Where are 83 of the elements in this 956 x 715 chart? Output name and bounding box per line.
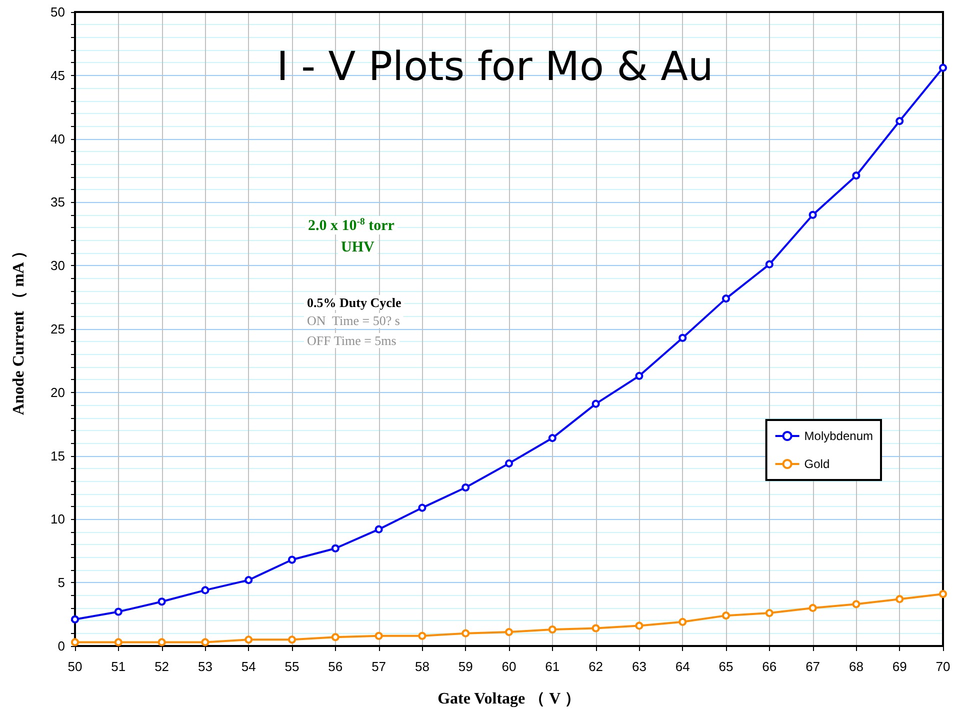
x-tick-label: 54 <box>241 659 256 674</box>
y-tick-label: 15 <box>50 448 65 464</box>
point <box>331 544 340 552</box>
point <box>244 576 253 584</box>
annotation: 0.5% Duty Cycle <box>307 295 402 310</box>
annotation: OFF Time = 5ms <box>307 333 396 348</box>
x-tick-label: 69 <box>892 659 907 674</box>
y-tick-label: 25 <box>50 322 65 336</box>
x-tick-label: 58 <box>414 659 430 674</box>
point <box>114 608 122 616</box>
point <box>852 600 860 608</box>
point <box>71 615 79 624</box>
point <box>808 604 817 612</box>
x-tick-label: 65 <box>718 659 734 674</box>
x-tick-label: 61 <box>545 659 560 674</box>
point <box>71 638 79 646</box>
point <box>201 586 210 594</box>
point <box>158 598 166 606</box>
point <box>374 525 383 534</box>
x-tick-label: 62 <box>588 659 604 674</box>
point <box>505 459 513 468</box>
legend-label: Gold <box>804 457 830 471</box>
y-tick-label: 0 <box>58 638 65 654</box>
x-tick-label: 66 <box>762 659 777 674</box>
x-tick-label: 59 <box>458 659 473 674</box>
point <box>678 618 687 626</box>
x-tick-label: 67 <box>806 659 820 674</box>
y-axis-title: Anode Current （ mA ） <box>10 242 28 416</box>
x-tick-label: 63 <box>632 659 646 674</box>
point <box>592 400 600 408</box>
point <box>722 612 730 620</box>
point <box>939 590 947 598</box>
y-tick-label: 5 <box>58 575 65 590</box>
point <box>635 372 644 380</box>
y-tick-label: 35 <box>50 194 65 210</box>
point <box>418 504 426 512</box>
point <box>635 622 644 630</box>
point <box>505 628 513 636</box>
y-tick-label: 10 <box>50 512 65 527</box>
x-tick-label: 57 <box>372 659 386 674</box>
text: I - V Plots for Mo & Au <box>276 44 714 90</box>
point <box>244 636 253 644</box>
point <box>288 556 296 564</box>
x-tick-label: 64 <box>675 659 690 674</box>
x-tick-label: 70 <box>936 659 950 674</box>
x-tick-label: 68 <box>848 659 864 674</box>
x-tick-label: 50 <box>68 659 82 674</box>
point <box>158 638 166 646</box>
legend-label: Molybdenum <box>804 429 874 443</box>
point <box>592 624 600 632</box>
x-tick-label: 55 <box>284 659 300 674</box>
x-tick-label: 56 <box>328 659 343 674</box>
point <box>896 595 904 604</box>
point <box>896 117 904 126</box>
point <box>418 632 426 640</box>
point <box>114 638 122 646</box>
point <box>808 210 817 219</box>
annotation: ON Time = 50? s <box>307 313 400 328</box>
point <box>765 260 774 268</box>
point <box>722 294 730 303</box>
x-tick-label: 52 <box>154 659 170 674</box>
point <box>548 626 556 634</box>
point <box>331 633 340 642</box>
point <box>548 434 556 442</box>
point <box>678 334 687 342</box>
x-axis-title: Gate Voltage （ V ） <box>438 690 580 708</box>
y-tick-label: 50 <box>50 4 65 20</box>
y-tick-label: 45 <box>50 68 65 83</box>
point <box>462 629 470 638</box>
point <box>765 609 774 618</box>
point <box>939 64 947 72</box>
x-tick-label: 53 <box>198 659 212 674</box>
point <box>374 632 383 640</box>
annotation: UHV <box>341 240 374 256</box>
y-tick-label: 40 <box>50 131 65 146</box>
point <box>201 638 210 646</box>
y-tick-label: 30 <box>50 258 65 274</box>
x-tick-label: 51 <box>111 659 126 674</box>
y-tick-label: 20 <box>50 384 65 400</box>
point <box>462 484 470 492</box>
point <box>288 636 296 644</box>
x-tick-label: 60 <box>502 659 516 674</box>
point <box>852 172 860 180</box>
